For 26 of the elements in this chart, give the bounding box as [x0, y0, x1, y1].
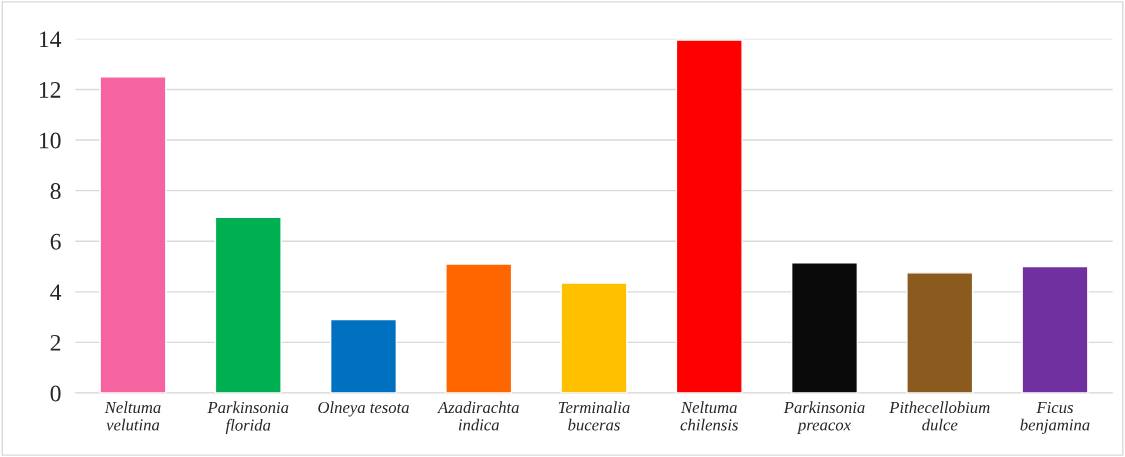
y-tick-label: 6 [50, 233, 61, 250]
y-tick-label: 4 [50, 284, 62, 301]
bar [214, 216, 282, 394]
bar [790, 262, 859, 394]
y-tick-label: 12 [39, 82, 61, 98]
x-tick-label: Neltuma velutina [104, 401, 161, 431]
x-tick-label: Parkinsonia preacox [783, 401, 865, 434]
y-tick-label: 8 [50, 183, 61, 200]
bar [906, 272, 974, 394]
y-tick-label: 0 [50, 385, 61, 402]
bar [445, 263, 513, 394]
x-tick-label: Neltuma chilensis [680, 401, 738, 431]
x-tick-label: Olneya tesota [318, 401, 409, 417]
y-tick-label: 14 [39, 31, 62, 48]
x-tick-label: Pithecellobium dulce [889, 401, 990, 431]
y-tick-label: 2 [50, 334, 61, 351]
bar [99, 76, 167, 394]
y-tick-label: 10 [39, 132, 61, 149]
bar [560, 282, 628, 394]
x-tick-label: Azadirachta indica [437, 401, 519, 431]
bar [1021, 265, 1089, 394]
bar [329, 318, 398, 394]
bar [675, 39, 743, 394]
x-tick-label: Ficus benjamina [1020, 401, 1090, 434]
x-tick-label: Parkinsonia florida [207, 401, 289, 435]
x-tick-label: Terminalia buceras [558, 401, 630, 431]
